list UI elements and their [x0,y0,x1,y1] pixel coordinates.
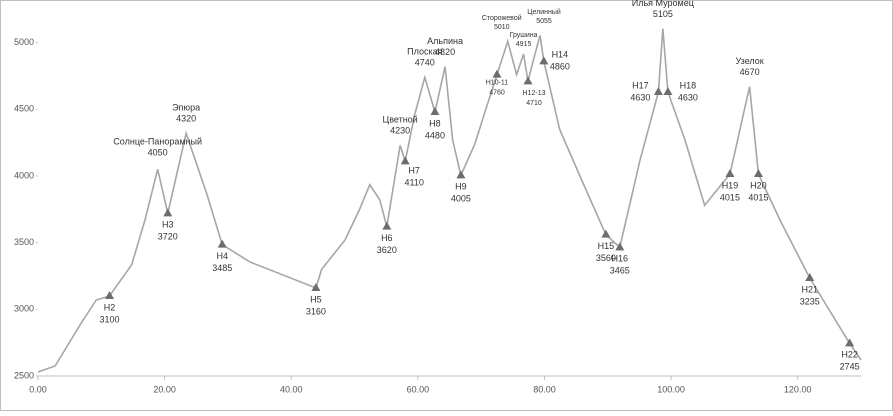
hut-name: H19 [722,180,739,190]
y-tick-label: 2500 [14,370,34,380]
hut-name: H15 [598,241,615,251]
hut-name: H10-11 [486,80,509,87]
hut-marker [382,221,392,230]
peak-name: Солнце-Панорамный [113,137,202,147]
peak-elevation: 5055 [536,18,552,25]
hut-marker [753,169,763,177]
hut-marker [105,291,115,299]
hut-marker [456,170,466,179]
peak-name: Целинный [527,8,561,16]
y-tick-label: 5000 [14,37,34,47]
x-tick-label: 100.00 [657,384,685,394]
hut-elevation: 4015 [748,192,768,202]
hut-elevation: 4630 [678,92,698,102]
hut-elevation: 3160 [306,306,326,316]
hut-name: H5 [310,294,322,304]
y-tick-label: 3000 [14,304,34,314]
hut-marker [805,273,815,281]
hut-marker [539,56,549,65]
hut-elevation: 2745 [840,362,860,372]
hut-elevation: 4110 [405,178,424,188]
hut-elevation: 3100 [100,314,120,324]
x-tick-label: 120.00 [784,384,812,394]
hut-name: H22 [841,350,858,360]
x-tick-label: 80.00 [533,384,556,394]
hut-marker [430,107,440,115]
x-tick-label: 40.00 [280,384,303,394]
peak-name: Грушина [510,32,538,39]
y-tick-label: 3500 [14,237,34,247]
hut-name: H3 [162,220,174,230]
peak-elevation: 4820 [435,47,455,57]
hut-marker [845,338,855,347]
hut-elevation: 3485 [212,263,232,273]
hut-name: H14 [552,50,569,60]
peak-elevation: 4670 [740,67,760,77]
peak-name: Узелок [735,56,763,66]
hut-name: H6 [381,233,393,243]
hut-marker [615,242,625,251]
hut-name: H8 [429,118,441,128]
hut-elevation: 4015 [720,192,740,202]
x-tick-label: 60.00 [407,384,430,394]
hut-marker [400,156,410,165]
hut-elevation: 4710 [526,100,542,107]
hut-elevation: 4480 [425,130,445,140]
hut-marker [523,76,533,85]
hut-name: H4 [216,251,228,261]
hut-name: H9 [455,182,467,192]
hut-elevation: 3620 [377,245,397,255]
peak-elevation: 4050 [148,148,168,158]
hut-elevation: 3465 [610,266,630,276]
hut-name: H17 [632,80,649,90]
peak-elevation: 4740 [415,58,435,68]
peak-elevation: 5010 [494,24,510,31]
x-tick-label: 0.00 [29,384,47,394]
hut-marker [653,87,663,95]
hut-elevation: 4005 [451,194,471,204]
peak-name: Цветной [383,115,418,125]
peak-name: Эпюра [172,103,200,113]
hut-name: H7 [408,166,420,176]
y-tick-label: 4500 [14,104,34,114]
y-tick-label: 4000 [14,170,34,180]
peak-name: Сторожевой [482,14,522,22]
peak-elevation: 4915 [516,41,532,48]
hut-name: H2 [104,302,116,312]
hut-name: H16 [612,254,629,264]
hut-marker [311,283,321,291]
hut-name: H20 [750,180,767,190]
hut-elevation: 3235 [800,296,820,306]
peak-name: Плоская [407,47,442,57]
hut-marker [663,87,673,95]
hut-name: H18 [680,80,697,90]
hut-elevation: 3560 [596,253,616,263]
hut-marker [725,169,735,177]
hut-elevation: 4760 [489,90,505,97]
peak-name: Илья Муромец [632,0,694,8]
peak-elevation: 4230 [390,126,410,136]
hut-marker [217,239,227,248]
hut-marker [601,229,611,238]
peak-elevation: 4320 [176,114,196,124]
peak-elevation: 5105 [653,9,673,19]
hut-elevation: 3720 [158,232,178,242]
hut-name: H21 [801,284,818,294]
x-tick-label: 20.00 [153,384,176,394]
peak-name: Альпина [427,36,463,46]
hut-elevation: 4630 [630,92,650,102]
hut-marker [492,69,502,78]
hut-marker [163,208,173,217]
hut-elevation: 4860 [550,62,570,72]
hut-name: H12-13 [523,90,546,97]
